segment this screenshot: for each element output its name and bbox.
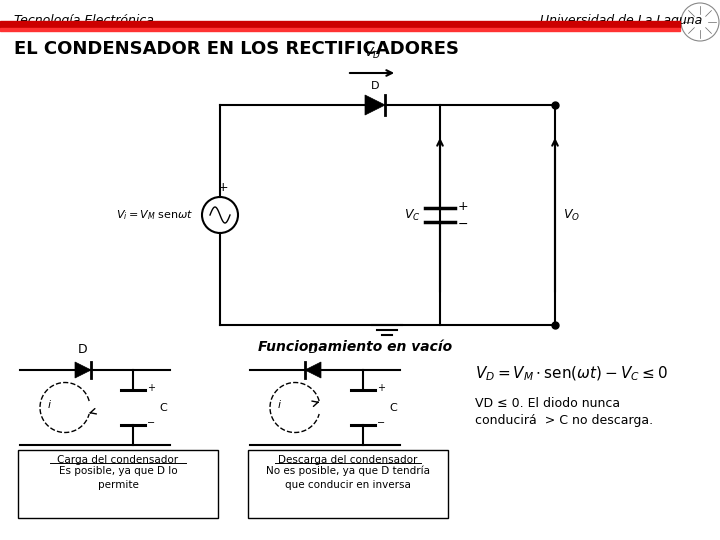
Text: permite: permite [98,480,138,490]
Text: C: C [159,403,167,413]
Text: D: D [78,343,88,356]
Text: +: + [377,383,385,393]
Text: Universidad de La Laguna: Universidad de La Laguna [540,14,702,27]
Bar [0,21,680,28]
Text: +: + [147,383,155,393]
Text: −: − [377,418,385,428]
Text: Funcionamiento en vacío: Funcionamiento en vacío [258,340,452,354]
Polygon shape [75,362,91,378]
Polygon shape [305,362,321,378]
Text: $V_C$: $V_C$ [404,207,420,222]
Text: $V_D$: $V_D$ [364,46,380,61]
Text: −: − [147,418,155,428]
Text: que conducir en inversa: que conducir en inversa [285,480,411,490]
Text: VD ≤ 0. El diodo nunca: VD ≤ 0. El diodo nunca [475,397,620,410]
Text: C: C [389,403,397,413]
Text: No es posible, ya que D tendría: No es posible, ya que D tendría [266,466,430,476]
Bar [0,28,680,31]
Text: $V_i = V_M$ sen$\omega t$: $V_i = V_M$ sen$\omega t$ [116,208,194,222]
Text: i: i [277,400,281,409]
Text: EL CONDENSADOR EN LOS RECTIFICADORES: EL CONDENSADOR EN LOS RECTIFICADORES [14,40,459,58]
Polygon shape [365,95,385,115]
Text: Carga del condensador: Carga del condensador [58,455,179,465]
Text: Tecnología Electrónica: Tecnología Electrónica [14,14,154,27]
Text: Descarga del condensador: Descarga del condensador [279,455,418,465]
Text: i: i [48,400,50,409]
Text: +: + [217,181,228,194]
Text: Es posible, ya que D lo: Es posible, ya que D lo [59,466,177,476]
Text: D: D [371,81,379,91]
Text: −: − [458,218,469,231]
Text: D: D [308,343,318,356]
Text: conducirá  > C no descarga.: conducirá > C no descarga. [475,414,653,427]
Text: $V_D = V_M \cdot \mathrm{sen}(\omega t) - V_C \leq 0$: $V_D = V_M \cdot \mathrm{sen}(\omega t) … [475,365,667,383]
Text: $V_O$: $V_O$ [563,207,580,222]
Text: +: + [458,199,469,213]
